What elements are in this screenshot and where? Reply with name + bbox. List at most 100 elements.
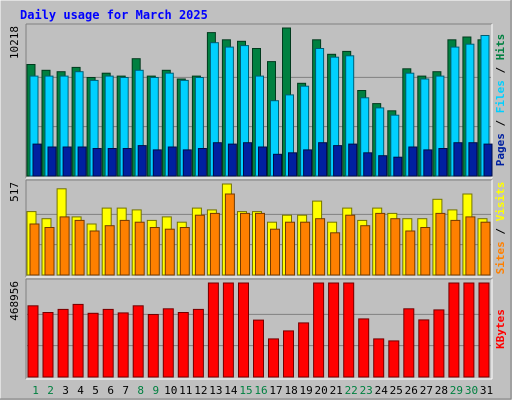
bar-sites-day-22 xyxy=(345,214,356,276)
bar-sites-day-28 xyxy=(435,212,446,276)
bar-kbytes-day-8 xyxy=(132,305,144,378)
x-label-day-31: 31 xyxy=(480,384,493,397)
bar-kbytes-day-21 xyxy=(328,282,340,378)
x-label-day-12: 12 xyxy=(194,384,207,397)
bar-pages-day-28 xyxy=(438,148,448,177)
x-label-day-4: 4 xyxy=(77,384,84,397)
x-label-day-16: 16 xyxy=(254,384,267,397)
bar-pages-day-23 xyxy=(363,152,373,177)
x-label-day-8: 8 xyxy=(137,384,144,397)
legend-separator: / xyxy=(494,221,507,241)
bar-kbytes-day-2 xyxy=(42,312,54,378)
x-label-day-14: 14 xyxy=(224,384,238,397)
bar-pages-day-3 xyxy=(62,146,72,177)
x-label-day-25: 25 xyxy=(390,384,403,397)
bar-pages-day-5 xyxy=(92,148,102,177)
chart-panels: 10218 Pages / Files / Hits 517 Sites / Visi… xyxy=(8,23,507,380)
bar-pages-day-16 xyxy=(258,146,267,177)
bar-sites-day-10 xyxy=(164,228,175,276)
x-label-day-10: 10 xyxy=(164,384,177,397)
x-label-day-1: 1 xyxy=(32,384,39,397)
bar-pages-day-14 xyxy=(227,143,237,177)
bar-pages-day-21 xyxy=(333,145,343,177)
chart-title: Daily usage for March 2025 xyxy=(20,8,208,22)
bar-pages-day-7 xyxy=(122,148,132,177)
bar-sites-day-20 xyxy=(315,218,326,276)
legend-requests: Pages / Files / Hits xyxy=(494,34,507,167)
bar-sites-day-21 xyxy=(330,232,341,276)
bar-sites-day-5 xyxy=(89,230,100,276)
legend-item-hits: Hits xyxy=(494,34,507,61)
bar-kbytes-day-23 xyxy=(358,318,370,378)
bar-kbytes-day-7 xyxy=(117,312,129,378)
series-sites xyxy=(29,193,491,276)
bar-kbytes-day-3 xyxy=(57,308,69,378)
bar-sites-day-8 xyxy=(134,221,145,276)
x-label-day-21: 21 xyxy=(330,384,343,397)
x-label-day-26: 26 xyxy=(405,384,418,397)
x-label-day-6: 6 xyxy=(107,384,114,397)
bar-kbytes-day-19 xyxy=(298,322,310,378)
bar-pages-day-27 xyxy=(423,149,433,177)
bar-kbytes-day-24 xyxy=(373,338,385,378)
bar-kbytes-day-16 xyxy=(253,319,264,378)
bar-sites-day-19 xyxy=(300,221,311,276)
bar-pages-day-26 xyxy=(408,146,418,177)
x-label-day-22: 22 xyxy=(345,384,358,397)
bar-sites-day-25 xyxy=(390,218,401,276)
legend-item-visits: Visits xyxy=(494,182,507,222)
bar-sites-day-12 xyxy=(194,214,205,276)
bar-sites-day-30 xyxy=(465,216,476,276)
bar-sites-day-1 xyxy=(29,223,40,276)
legend-separator: / xyxy=(494,113,507,133)
bar-kbytes-day-11 xyxy=(177,312,189,378)
bar-pages-day-22 xyxy=(348,143,358,177)
bar-kbytes-day-28 xyxy=(433,309,445,378)
bar-pages-day-20 xyxy=(318,142,328,177)
series-kbytes xyxy=(27,282,490,378)
x-label-day-24: 24 xyxy=(375,384,389,397)
bar-pages-day-17 xyxy=(273,153,282,177)
bar-pages-day-6 xyxy=(107,148,117,177)
panel-requests: 10218 Pages / Files / Hits xyxy=(8,23,507,179)
bar-kbytes-day-31 xyxy=(478,282,490,378)
bar-sites-day-27 xyxy=(420,227,431,276)
legend-sites: Sites / Visits xyxy=(494,182,507,275)
x-label-day-13: 13 xyxy=(209,384,222,397)
legend-item-kbytes: KBytes xyxy=(494,309,507,349)
y-max-label-requests: 10218 xyxy=(8,26,21,59)
x-label-day-27: 27 xyxy=(420,384,433,397)
bar-sites-day-26 xyxy=(405,230,416,276)
x-label-day-29: 29 xyxy=(450,384,463,397)
x-label-day-20: 20 xyxy=(314,384,327,397)
bar-sites-day-15 xyxy=(240,212,250,276)
bar-pages-day-31 xyxy=(483,143,493,177)
bar-kbytes-day-12 xyxy=(192,308,204,378)
x-label-day-7: 7 xyxy=(122,384,129,397)
x-label-day-3: 3 xyxy=(62,384,69,397)
bar-kbytes-day-5 xyxy=(87,312,99,378)
bar-kbytes-day-20 xyxy=(313,282,325,378)
bar-pages-day-18 xyxy=(288,152,297,177)
legend-item-sites: Sites xyxy=(494,241,507,274)
bar-pages-day-24 xyxy=(378,155,388,177)
panel-sites: 517 Sites / Visits xyxy=(8,179,507,278)
bar-sites-day-23 xyxy=(360,225,371,276)
bar-kbytes-day-30 xyxy=(463,282,475,378)
bar-pages-day-9 xyxy=(152,149,162,177)
bar-pages-day-25 xyxy=(393,156,403,177)
bar-pages-day-4 xyxy=(77,146,87,177)
x-label-day-5: 5 xyxy=(92,384,99,397)
bar-pages-day-10 xyxy=(167,146,177,177)
x-label-day-23: 23 xyxy=(360,384,373,397)
bar-pages-day-8 xyxy=(137,145,147,177)
bar-kbytes-day-14 xyxy=(222,282,234,378)
bar-sites-day-14 xyxy=(224,193,235,276)
bar-pages-day-2 xyxy=(47,146,57,177)
bar-kbytes-day-15 xyxy=(238,282,249,378)
bar-sites-day-29 xyxy=(450,219,461,276)
bar-kbytes-day-22 xyxy=(343,282,355,378)
bar-sites-day-9 xyxy=(149,227,160,276)
series-files xyxy=(29,35,490,177)
